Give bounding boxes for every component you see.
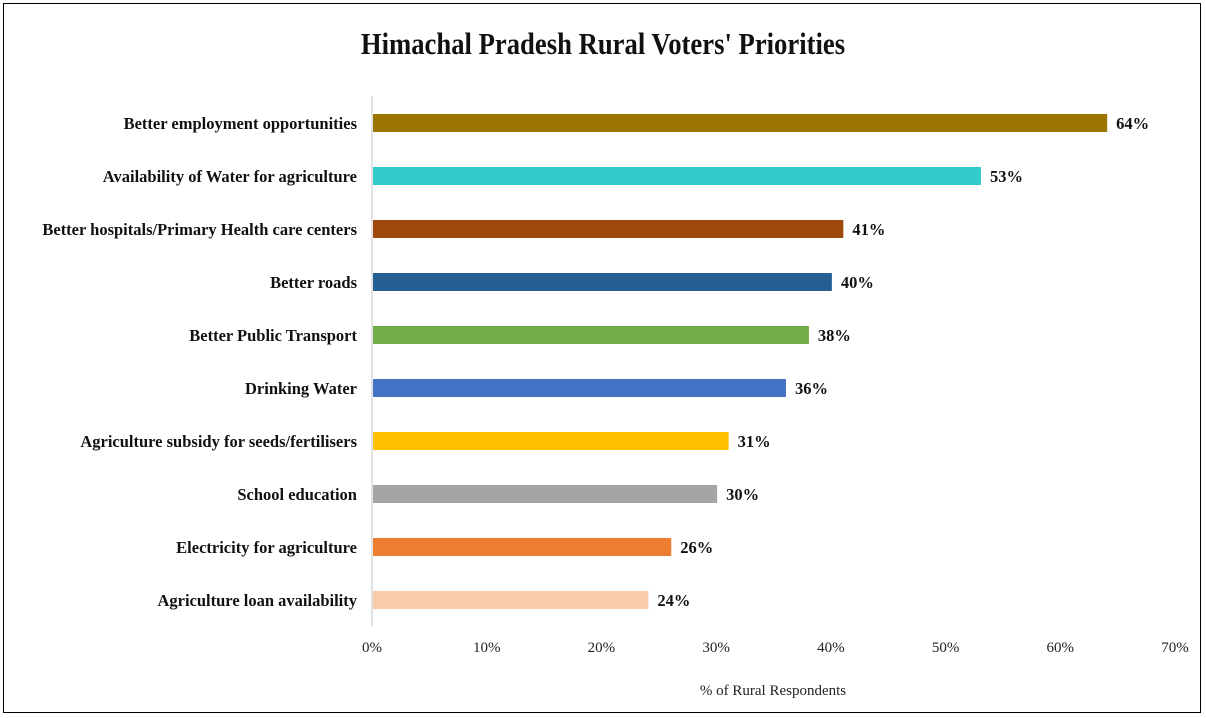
category-label: Better roads <box>270 273 357 292</box>
bar-5 <box>373 379 786 397</box>
category-label: Better employment opportunities <box>124 114 358 133</box>
value-label: 31% <box>738 432 771 451</box>
category-label: Better hospitals/Primary Health care cen… <box>42 220 357 239</box>
value-label: 38% <box>818 326 851 345</box>
category-label: Agriculture loan availability <box>157 591 357 610</box>
bar-6 <box>373 432 729 450</box>
category-label: Drinking Water <box>245 379 357 398</box>
x-tick-label: 10% <box>473 640 501 656</box>
value-label: 30% <box>726 485 759 504</box>
value-label: 64% <box>1116 114 1149 133</box>
category-label: Agriculture subsidy for seeds/fertiliser… <box>80 432 357 451</box>
category-label: Electricity for agriculture <box>176 538 357 557</box>
category-label: School education <box>237 485 357 504</box>
x-tick-label: 70% <box>1161 640 1189 656</box>
bar-7 <box>373 485 718 503</box>
x-tick-label: 30% <box>702 640 730 656</box>
bar-9 <box>373 591 649 609</box>
bar-4 <box>373 326 809 344</box>
category-label: Better Public Transport <box>189 326 357 345</box>
value-label: 41% <box>852 220 885 239</box>
x-tick-label: 60% <box>1047 640 1075 656</box>
x-axis-title: % of Rural Respondents <box>700 683 846 699</box>
value-label: 26% <box>680 538 713 557</box>
x-tick-label: 50% <box>932 640 960 656</box>
chart-title: Himachal Pradesh Rural Voters' Prioritie… <box>360 26 846 61</box>
value-label: 36% <box>795 379 828 398</box>
bar-0 <box>373 114 1108 132</box>
value-label: 53% <box>990 167 1023 186</box>
category-label: Availability of Water for agriculture <box>103 167 357 186</box>
x-tick-label: 0% <box>362 640 382 656</box>
value-label: 24% <box>657 591 690 610</box>
x-tick-label: 20% <box>588 640 616 656</box>
bar-1 <box>373 167 981 185</box>
bar-2 <box>373 220 844 238</box>
x-tick-label: 40% <box>817 640 845 656</box>
bar-8 <box>373 538 672 556</box>
value-label: 40% <box>841 273 874 292</box>
bar-3 <box>373 273 832 291</box>
